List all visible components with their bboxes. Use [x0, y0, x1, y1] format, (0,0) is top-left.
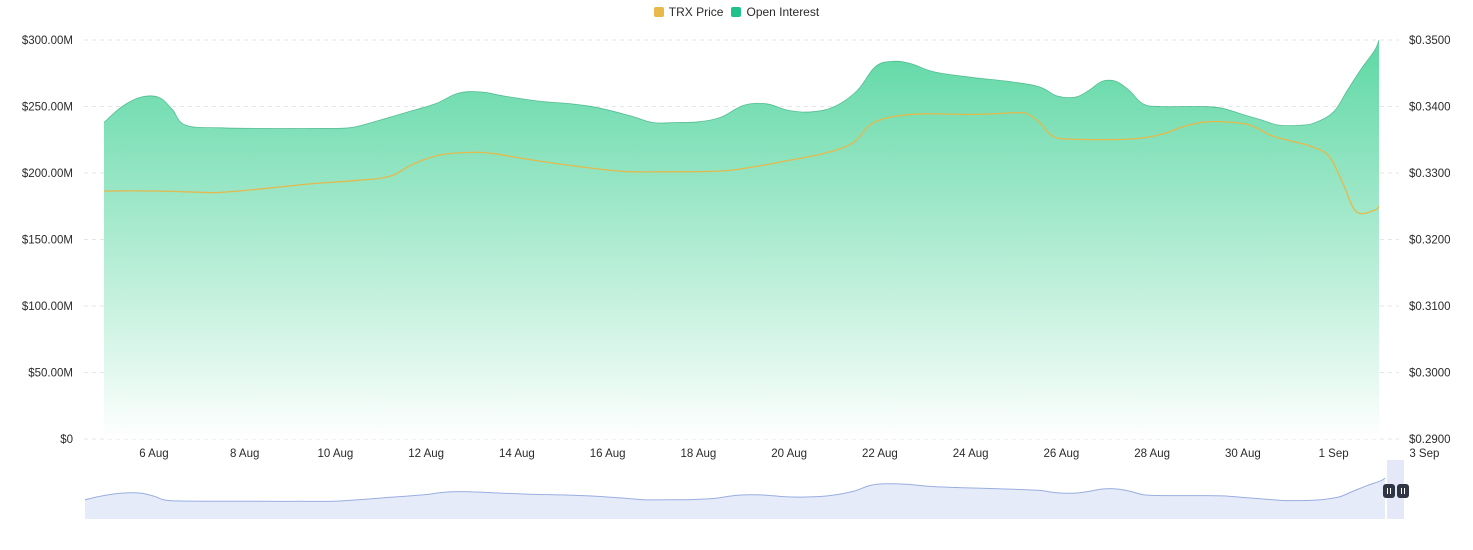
y-left-tick-label: $200.00M — [22, 168, 73, 180]
y-right-tick-label: $0.3300 — [1409, 168, 1451, 180]
legend-label: Open Interest — [746, 5, 820, 19]
y-left-tick-label: $0 — [60, 434, 73, 446]
x-tick-label: 6 Aug — [139, 448, 168, 460]
legend-swatch — [653, 7, 664, 17]
x-tick-label: 18 Aug — [680, 448, 716, 460]
trx-price-line — [103, 111, 1380, 215]
navigator-handle-right[interactable] — [1397, 484, 1409, 498]
x-tick-label: 28 Aug — [1134, 448, 1170, 460]
x-tick-label: 30 Aug — [1225, 448, 1261, 460]
legend-item-trx-price[interactable]: TRX Price — [653, 4, 724, 20]
y-right-tick-label: $0.3500 — [1409, 35, 1451, 47]
navigator-selection[interactable] — [1387, 460, 1404, 519]
chart-legend: TRX Price Open Interest — [0, 4, 1473, 21]
y-right-tick-label: $0.3400 — [1409, 102, 1451, 114]
x-tick-label: 26 Aug — [1043, 448, 1079, 460]
x-tick-label: 22 Aug — [862, 448, 898, 460]
x-tick-label: 1 Sep — [1319, 448, 1349, 460]
legend-swatch — [731, 7, 742, 17]
x-tick-label: 20 Aug — [771, 448, 807, 460]
y-left-tick-label: $250.00M — [22, 102, 73, 114]
legend-item-open-interest[interactable]: Open Interest — [731, 4, 819, 20]
axis-labels: $0 $50.00M $100.00M $150.00M $200.00M $250.00… — [22, 35, 1451, 460]
x-tick-label: 14 Aug — [499, 448, 535, 460]
y-left-tick-label: $100.00M — [22, 301, 73, 313]
navigator-handle-left[interactable] — [1383, 484, 1395, 498]
y-left-tick-label: $50.00M — [28, 368, 73, 380]
open-interest-line — [103, 39, 1380, 129]
range-navigator[interactable] — [84, 460, 1409, 519]
open-interest-area — [104, 40, 1379, 439]
y-right-tick-label: $0.3000 — [1409, 368, 1451, 380]
x-tick-label: 3 Sep — [1409, 448, 1439, 460]
y-left-tick-label: $300.00M — [22, 35, 73, 47]
x-tick-label: 8 Aug — [230, 448, 259, 460]
x-tick-label: 24 Aug — [953, 448, 989, 460]
x-tick-label: 10 Aug — [317, 448, 353, 460]
y-right-tick-label: $0.2900 — [1409, 434, 1451, 446]
legend-label: TRX Price — [668, 5, 724, 19]
x-tick-label: 16 Aug — [590, 448, 626, 460]
y-right-tick-label: $0.3100 — [1409, 301, 1451, 313]
navigator-line — [84, 477, 1386, 502]
series-layer — [103, 39, 1380, 439]
y-left-tick-label: $150.00M — [22, 235, 73, 247]
y-right-tick-label: $0.3200 — [1409, 235, 1451, 247]
navigator-area — [85, 478, 1385, 519]
x-tick-label: 12 Aug — [408, 448, 444, 460]
